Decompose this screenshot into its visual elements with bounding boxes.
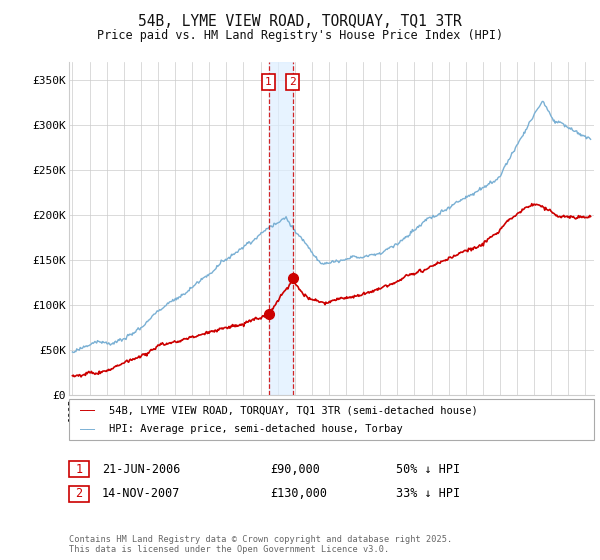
Text: HPI: Average price, semi-detached house, Torbay: HPI: Average price, semi-detached house,… <box>109 424 403 434</box>
Text: ——: —— <box>80 404 95 417</box>
Text: 50% ↓ HPI: 50% ↓ HPI <box>396 463 460 476</box>
Text: £130,000: £130,000 <box>270 487 327 501</box>
Text: 1: 1 <box>265 77 272 87</box>
Text: £90,000: £90,000 <box>270 463 320 476</box>
Text: 33% ↓ HPI: 33% ↓ HPI <box>396 487 460 501</box>
Text: Contains HM Land Registry data © Crown copyright and database right 2025.
This d: Contains HM Land Registry data © Crown c… <box>69 535 452 554</box>
Text: 2: 2 <box>76 487 82 501</box>
Text: 14-NOV-2007: 14-NOV-2007 <box>102 487 181 501</box>
Text: ——: —— <box>80 423 95 436</box>
Text: 2: 2 <box>289 77 296 87</box>
Bar <box>269 62 293 395</box>
Text: 54B, LYME VIEW ROAD, TORQUAY, TQ1 3TR (semi-detached house): 54B, LYME VIEW ROAD, TORQUAY, TQ1 3TR (s… <box>109 405 478 416</box>
Text: 21-JUN-2006: 21-JUN-2006 <box>102 463 181 476</box>
Text: Price paid vs. HM Land Registry's House Price Index (HPI): Price paid vs. HM Land Registry's House … <box>97 29 503 42</box>
Text: 54B, LYME VIEW ROAD, TORQUAY, TQ1 3TR: 54B, LYME VIEW ROAD, TORQUAY, TQ1 3TR <box>138 14 462 29</box>
Text: 1: 1 <box>76 463 82 476</box>
